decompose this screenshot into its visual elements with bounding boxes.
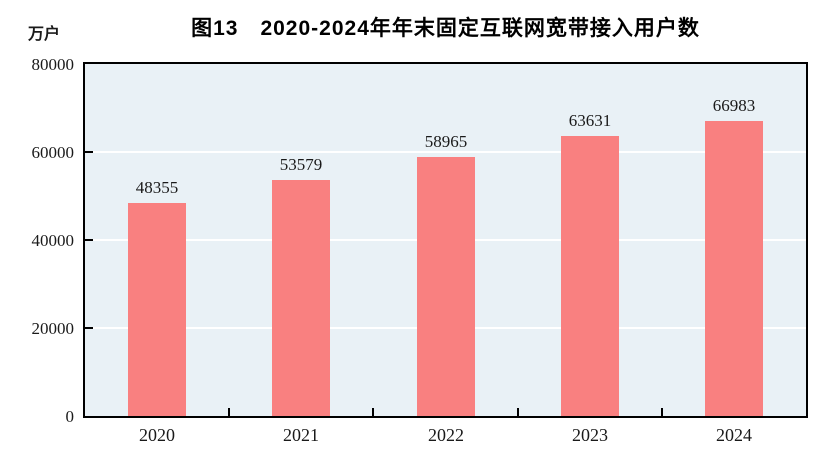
bar <box>561 136 619 416</box>
y-axis-tick-label: 20000 <box>31 319 75 338</box>
chart-title: 图13 2020-2024年年末固定互联网宽带接入用户数 <box>191 17 700 40</box>
x-axis-tick-label: 2022 <box>428 425 464 445</box>
y-axis-tick <box>85 151 93 153</box>
x-axis-tick-label: 2021 <box>283 425 319 445</box>
y-axis-tick-label: 0 <box>65 407 75 426</box>
x-axis-tick-label: 2024 <box>716 425 752 445</box>
bar <box>128 203 186 416</box>
bar <box>705 121 763 416</box>
x-axis-tick <box>228 408 231 416</box>
y-axis-tick-label: 60000 <box>31 143 75 162</box>
x-axis-tick-label: 2020 <box>139 425 175 445</box>
bar <box>272 180 330 416</box>
bar-value-label: 58965 <box>424 132 468 151</box>
bar-value-label: 48355 <box>135 178 179 197</box>
y-axis-tick-label: 40000 <box>31 231 75 250</box>
bar <box>417 157 475 416</box>
x-axis-tick-label: 2023 <box>572 425 608 445</box>
bar-value-label: 66983 <box>712 96 756 115</box>
y-axis-unit-label: 万户 <box>28 26 61 43</box>
gridline <box>85 151 806 153</box>
plot-area: 48355 53579 58965 63631 66983 <box>83 62 808 418</box>
x-axis-tick <box>660 408 663 416</box>
bar-value-label: 63631 <box>568 111 612 130</box>
y-axis-tick-label: 80000 <box>31 55 75 74</box>
y-axis-tick <box>85 327 93 329</box>
x-axis-tick <box>516 408 519 416</box>
y-axis-tick <box>85 239 93 241</box>
x-axis-tick <box>372 408 375 416</box>
bar-value-label: 53579 <box>279 155 323 174</box>
